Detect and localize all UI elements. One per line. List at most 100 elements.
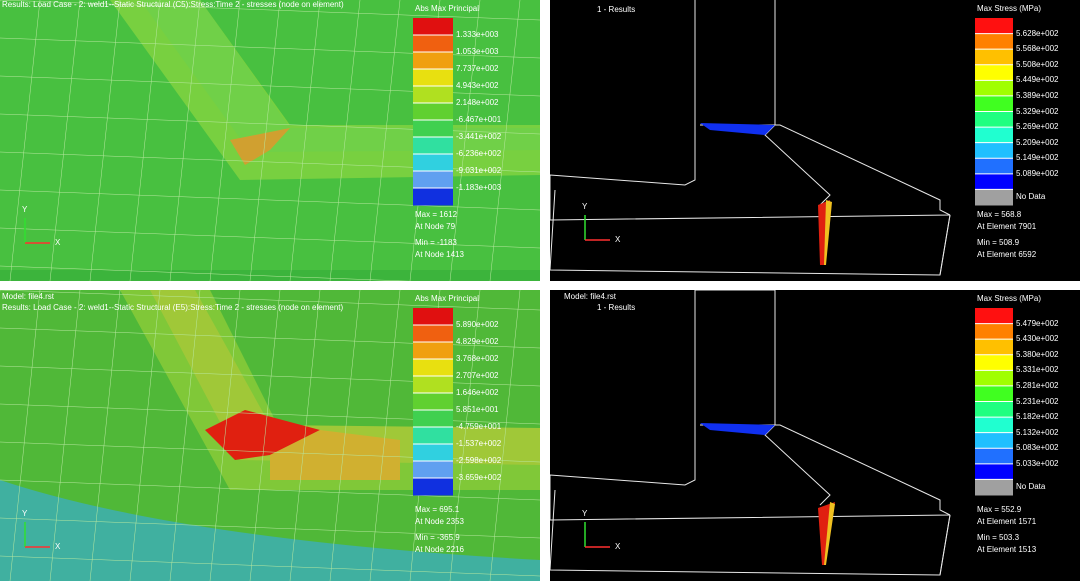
mesh-line <box>329 290 361 581</box>
extreme-info: Max = 1612 <box>415 210 458 219</box>
legend-band <box>975 111 1013 128</box>
legend-band <box>975 33 1013 50</box>
mesh-line <box>489 0 521 281</box>
mesh-line <box>329 0 361 281</box>
transition <box>270 430 400 480</box>
extreme-info: At Node 2216 <box>415 545 464 554</box>
extreme-info: At Element 1513 <box>977 545 1037 554</box>
hot-spot <box>230 128 290 165</box>
axis-label: X <box>55 542 61 551</box>
extreme-info: Min = 503.3 <box>977 533 1020 542</box>
axis-label: Y <box>582 202 588 211</box>
axis-label: Y <box>22 509 28 518</box>
weld-root <box>700 423 775 435</box>
legend-label: 5.890e+002 <box>456 320 499 329</box>
extreme-info: At Node 2353 <box>415 517 464 526</box>
extreme-info: Max = 552.9 <box>977 505 1022 514</box>
extreme-info: At Node 1413 <box>415 250 464 259</box>
legend-label: 2.148e+002 <box>456 98 499 107</box>
header-text: Results: Load Case - 2: weld1--Static St… <box>2 303 344 312</box>
axis-label: X <box>615 542 621 551</box>
wireframe <box>550 0 951 221</box>
legend-label: 5.449e+002 <box>1016 75 1059 85</box>
wireframe <box>550 189 951 276</box>
mesh-line <box>9 0 41 281</box>
legend-band <box>975 49 1013 66</box>
legend-band <box>975 127 1013 144</box>
legend-label: -4.759e+001 <box>456 422 502 431</box>
legend-label: 5.083e+002 <box>1016 443 1059 453</box>
legend-band <box>975 385 1013 402</box>
legend-band <box>413 103 453 121</box>
axis-label: Y <box>582 509 588 518</box>
legend-label: 5.281e+002 <box>1016 380 1059 390</box>
legend-label: 5.479e+002 <box>1016 318 1059 328</box>
legend-label: 5.209e+002 <box>1016 137 1059 147</box>
wireframe <box>550 489 951 576</box>
viewport <box>550 0 1013 276</box>
legend-band <box>413 393 453 411</box>
legend-band <box>975 432 1013 449</box>
header-text: 1 - Results <box>597 303 636 312</box>
weld-toe-edge <box>824 200 832 265</box>
legend-label: -6.236e+002 <box>456 149 502 158</box>
mesh-line <box>0 265 412 281</box>
weld-toe-edge <box>824 502 835 565</box>
legend-label: 5.329e+002 <box>1016 106 1059 116</box>
lower-band <box>0 480 540 581</box>
legend-title: Abs Max Principal <box>415 294 480 303</box>
legend-band <box>413 444 453 462</box>
legend-label: 7.737e+002 <box>456 64 499 73</box>
legend-label: 5.430e+002 <box>1016 334 1059 344</box>
axis-label: Y <box>22 205 28 214</box>
legend-label: 5.389e+002 <box>1016 90 1059 100</box>
legend-band <box>975 189 1013 206</box>
legend-title: Max Stress (MPa) <box>977 4 1042 13</box>
legend-band <box>975 417 1013 434</box>
mesh-line <box>169 290 201 581</box>
legend-title: Abs Max Principal <box>415 4 480 13</box>
legend-band <box>413 188 453 206</box>
mesh-line <box>49 0 81 281</box>
wireframe <box>550 290 951 521</box>
header-text: 1 - Results <box>597 5 636 14</box>
viewport <box>0 0 540 281</box>
legend-label: 5.231e+002 <box>1016 396 1059 406</box>
legend-label: 4.943e+002 <box>456 81 499 90</box>
result-view: Y X Results: Load Case - 2: weld1--Static … <box>0 0 540 281</box>
legend-label: -1.537e+002 <box>456 439 502 448</box>
legend-band <box>413 52 453 70</box>
header-text: Results: Load Case - 2: weld1--Static St… <box>2 0 344 9</box>
mesh-line <box>369 0 401 281</box>
legend-label: 5.033e+002 <box>1016 458 1059 468</box>
legend-band <box>413 154 453 172</box>
hot-spot <box>205 410 320 460</box>
mesh-line <box>0 290 540 311</box>
legend-band <box>413 461 453 479</box>
mesh-line <box>89 290 121 581</box>
wireframe <box>939 214 951 276</box>
legend-label: 5.380e+002 <box>1016 349 1059 359</box>
legend-band <box>413 137 453 155</box>
legend-label: 5.331e+002 <box>1016 365 1059 375</box>
mesh-line <box>129 290 161 581</box>
legend-band <box>975 479 1013 496</box>
result-view: Y X Model: file4.rst Results: Load Case - 2… <box>0 290 540 581</box>
mesh-line <box>289 0 321 281</box>
weld-face <box>140 0 540 152</box>
legend-band <box>975 339 1013 356</box>
mesh-line <box>9 290 41 581</box>
mesh-line <box>249 290 281 581</box>
legend-band <box>975 401 1013 418</box>
legend-band <box>975 323 1013 340</box>
legend-label: -3.441e+002 <box>456 132 502 141</box>
legend-label: -1.183e+003 <box>456 183 502 192</box>
legend-band <box>975 308 1013 325</box>
legend-band <box>413 376 453 394</box>
wireframe <box>700 124 831 206</box>
result-view: Y X 1 - Results Max Stress (MPa) 5.628e+002 5… <box>550 0 1080 281</box>
legend-band <box>975 95 1013 112</box>
legend-label: 4.829e+002 <box>456 337 499 346</box>
viewport <box>550 290 1013 576</box>
